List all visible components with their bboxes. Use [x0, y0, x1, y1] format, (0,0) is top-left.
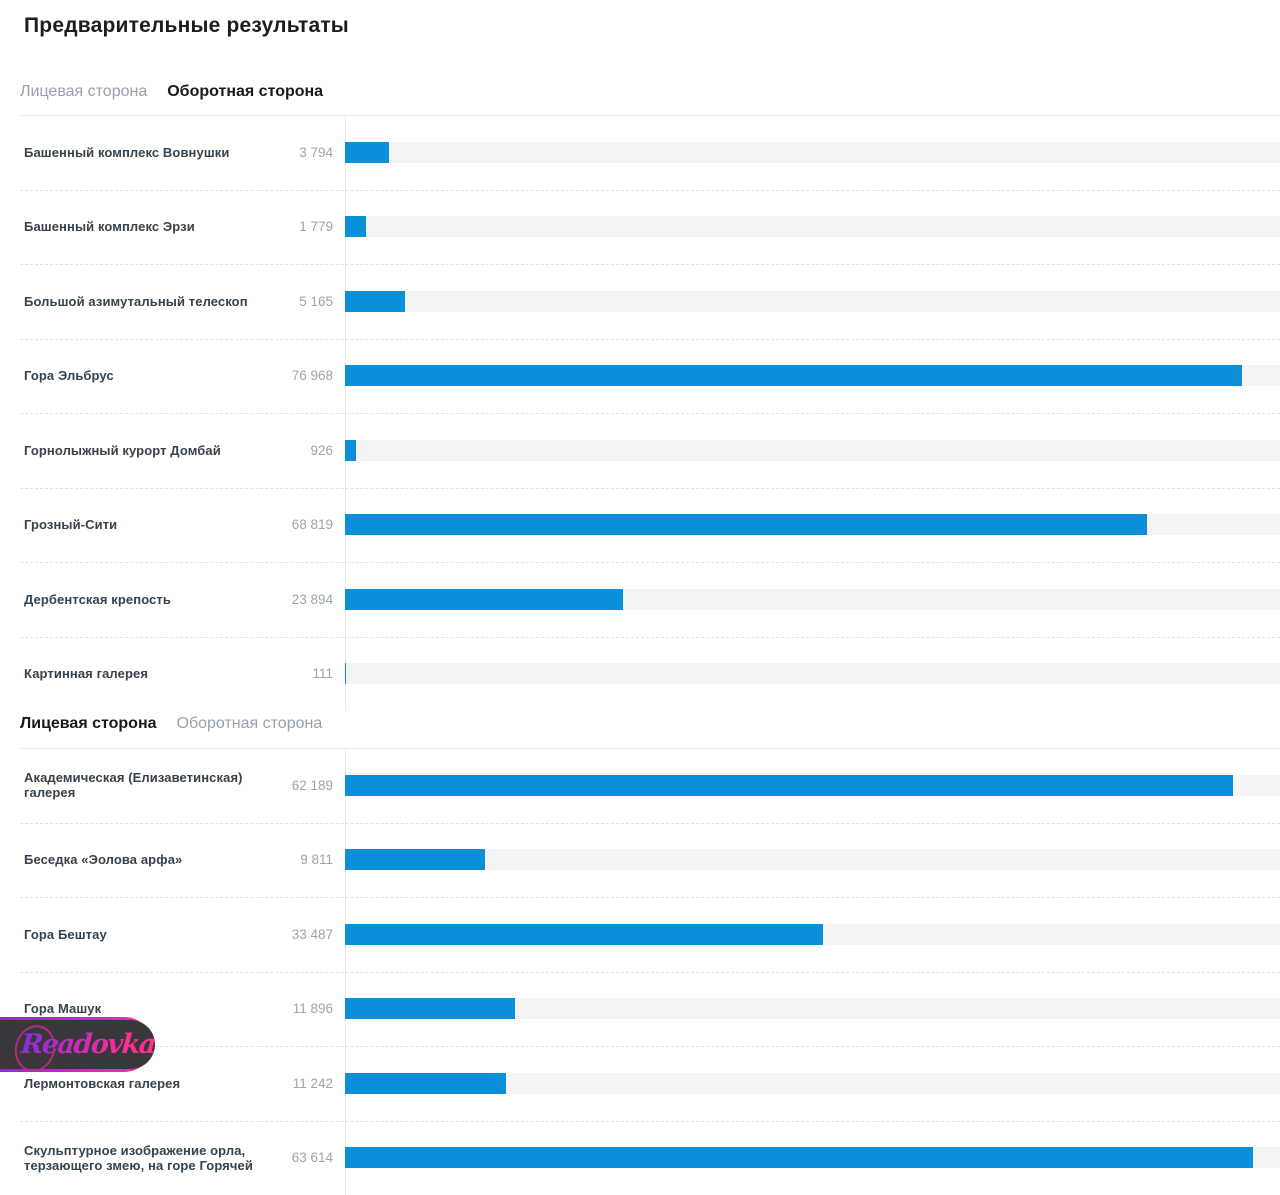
readovka-logo-text: Readovka [0, 1031, 156, 1058]
page-title: Предварительные результаты [0, 0, 1280, 38]
poll-section-back-side: Лицевая сторона Оборотная сторона Башенн… [0, 81, 1280, 711]
option-label: Большой азимутальный телескоп [24, 294, 266, 309]
vote-count: 9 811 [266, 852, 333, 867]
vote-count: 926 [266, 443, 333, 458]
tab-front-side[interactable]: Лицевая сторона [20, 81, 147, 102]
result-bar [345, 775, 1233, 796]
result-bar-track [345, 440, 1280, 461]
tab-back-side-2[interactable]: Оборотная сторона [177, 713, 323, 734]
option-label: Беседка «Эолова арфа» [24, 852, 266, 867]
result-bar [345, 663, 346, 684]
vote-count: 11 242 [266, 1076, 333, 1091]
result-bar [345, 998, 515, 1019]
result-bar-track [345, 1147, 1280, 1168]
vote-count: 3 794 [266, 145, 333, 160]
result-bar-track [345, 775, 1280, 796]
poll-section-front-side: Лицевая сторона Оборотная сторона Академ… [0, 713, 1280, 1195]
result-bar-track [345, 663, 1280, 684]
vote-count: 63 614 [266, 1150, 333, 1165]
option-label: Гора Машук [24, 1001, 266, 1016]
readovka-watermark: Readovka [0, 1017, 152, 1072]
option-label: Скульптурное изображение орла, терзающег… [24, 1143, 266, 1173]
result-bar [345, 216, 366, 237]
result-row: Скульптурное изображение орла, терзающег… [0, 1121, 1280, 1195]
tab-front-side-2[interactable]: Лицевая сторона [20, 713, 157, 734]
result-bar-track [345, 998, 1280, 1019]
vote-count: 76 968 [266, 368, 333, 383]
vote-count: 23 894 [266, 592, 333, 607]
option-label: Гора Эльбрус [24, 368, 266, 383]
option-label: Дербентская крепость [24, 592, 266, 607]
vote-count: 11 896 [266, 1001, 333, 1016]
result-bar-track [345, 291, 1280, 312]
result-bar [345, 291, 405, 312]
result-row: Беседка «Эолова арфа»9 811 [0, 823, 1280, 898]
tabs-back-section: Лицевая сторона Оборотная сторона [20, 81, 1280, 102]
vote-count: 1 779 [266, 219, 333, 234]
result-bar-track [345, 365, 1280, 386]
result-bar [345, 924, 823, 945]
vote-count: 111 [266, 666, 333, 681]
result-bar-track [345, 216, 1280, 237]
option-label: Лермонтовская галерея [24, 1076, 266, 1091]
result-bar-track [345, 924, 1280, 945]
option-label: Академическая (Елизаветинская) галерея [24, 770, 266, 800]
result-bar-track [345, 514, 1280, 535]
option-label: Горнолыжный курорт Домбай [24, 443, 266, 458]
result-bar [345, 1147, 1253, 1168]
result-bar [345, 365, 1242, 386]
tabs-front-section: Лицевая сторона Оборотная сторона [20, 713, 1280, 734]
option-label: Гора Бештау [24, 927, 266, 942]
vote-count: 68 819 [266, 517, 333, 532]
result-bar-track [345, 589, 1280, 610]
result-bar-track [345, 849, 1280, 870]
readovka-watermark-plate: Readovka [0, 1020, 155, 1069]
result-bar [345, 440, 356, 461]
tab-back-side[interactable]: Оборотная сторона [167, 81, 323, 102]
vote-count: 33 487 [266, 927, 333, 942]
result-bar [345, 514, 1147, 535]
result-bar [345, 1073, 506, 1094]
option-label: Картинная галерея [24, 666, 266, 681]
option-label: Грозный-Сити [24, 517, 266, 532]
option-label: Башенный комплекс Вовнушки [24, 145, 266, 160]
result-bar [345, 142, 389, 163]
vote-count: 62 189 [266, 778, 333, 793]
result-bar [345, 849, 485, 870]
option-label: Башенный комплекс Эрзи [24, 219, 266, 234]
result-bar-track [345, 142, 1280, 163]
result-bar [345, 589, 623, 610]
result-bar-track [345, 1073, 1280, 1094]
vote-count: 5 165 [266, 294, 333, 309]
